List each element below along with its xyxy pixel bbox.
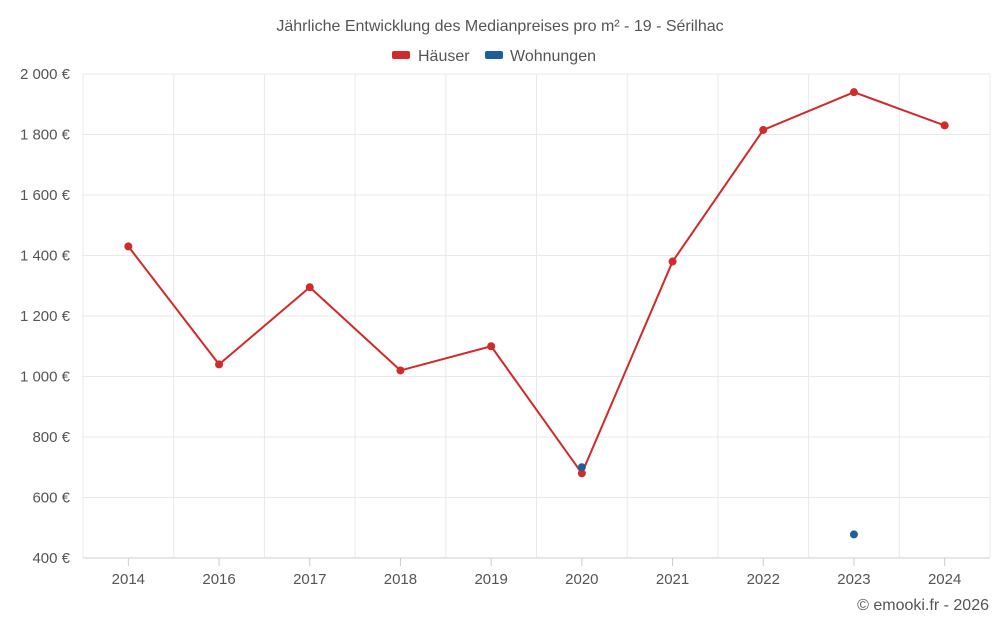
x-tick-label: 2020 [565, 571, 598, 588]
x-tick-label: 2016 [202, 571, 235, 588]
y-tick-label: 1 600 € [20, 187, 71, 204]
data-point-apartments[interactable] [577, 463, 586, 472]
data-point-houses[interactable] [215, 360, 224, 369]
y-tick-label: 400 € [32, 550, 70, 567]
x-tick-label: 2024 [928, 571, 961, 588]
credit-text: © emooki.fr - 2026 [857, 597, 989, 614]
data-point-houses[interactable] [396, 366, 405, 375]
data-point-houses[interactable] [668, 257, 677, 266]
x-tick-label: 2021 [656, 571, 689, 588]
x-tick-label: 2014 [112, 571, 145, 588]
legend-swatch-apartments [485, 51, 503, 59]
legend-swatch-houses [392, 51, 410, 59]
x-tick-label: 2023 [837, 571, 870, 588]
series [124, 88, 949, 539]
x-tick-label: 2022 [747, 571, 780, 588]
y-tick-label: 1 000 € [20, 369, 71, 386]
x-tick-label: 2017 [293, 571, 326, 588]
x-tick-label: 2018 [384, 571, 417, 588]
data-point-houses[interactable] [124, 242, 133, 251]
data-point-houses[interactable] [487, 342, 496, 351]
y-tick-label: 600 € [32, 490, 70, 507]
data-point-houses[interactable] [940, 121, 949, 130]
legend-label-houses: Häuser [418, 48, 470, 65]
y-tick-label: 1 400 € [20, 248, 71, 265]
legend-item-houses[interactable]: Häuser [392, 48, 470, 65]
legend-item-apartments[interactable]: Wohnungen [485, 48, 596, 65]
series-line-houses [127, 91, 945, 475]
y-tick-label: 1 800 € [20, 127, 71, 144]
data-point-houses[interactable] [849, 88, 858, 97]
y-tick-label: 800 € [32, 429, 70, 446]
y-tick-label: 2 000 € [20, 66, 71, 83]
x-tick-label: 2019 [474, 571, 507, 588]
data-point-houses[interactable] [577, 469, 586, 478]
data-point-apartments[interactable] [849, 530, 858, 539]
legend: Häuser Wohnungen [392, 48, 596, 65]
chart-title: Jährliche Entwicklung des Medianpreises … [276, 18, 723, 35]
grid [82, 73, 991, 559]
legend-label-apartments: Wohnungen [510, 48, 596, 65]
x-axis-labels: 2014 2016 2017 2018 2019 2020 2021 2022 2023 2024 [112, 558, 961, 588]
data-point-houses[interactable] [759, 125, 768, 134]
y-tick-label: 1 200 € [20, 308, 71, 325]
data-point-houses[interactable] [305, 283, 314, 292]
y-axis-labels: 400 € 600 € 800 € 1 000 € 1 200 € 1 400 € 1 60… [20, 66, 71, 567]
